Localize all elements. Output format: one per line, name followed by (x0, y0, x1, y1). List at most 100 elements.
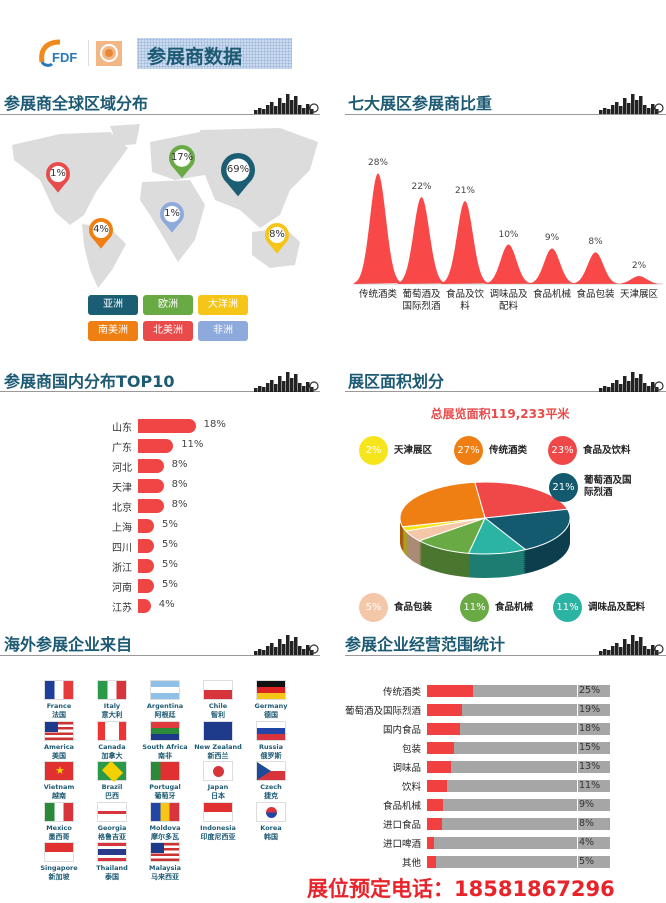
pie-slice-label: 天津展区 (394, 445, 433, 456)
pie-slice-label: 传统酒类 (489, 445, 528, 456)
country-flag-item: Germany 德国 (246, 680, 296, 720)
province-value: 11% (181, 439, 204, 450)
province-label: 江苏 (112, 603, 132, 614)
flag-icon (97, 720, 127, 741)
legend-item: 北美洲 (143, 321, 193, 341)
province-bar (138, 539, 154, 553)
country-name-en: Brazil (101, 783, 123, 791)
bell-category-label: 食品包装 (576, 289, 615, 300)
divider (345, 655, 666, 656)
flag-canton (45, 721, 58, 732)
scope-bar-fill (427, 685, 473, 697)
scope-label: 进口食品 (382, 820, 421, 831)
pie-percent-badge: 5% (359, 593, 388, 622)
pie-percent-badge: 27% (454, 436, 483, 465)
pie-percent-badge: 11% (553, 593, 582, 622)
flag-icon (203, 680, 233, 700)
country-name-en: Italy (103, 702, 121, 710)
province-value: 4% (158, 599, 175, 610)
flag-emblem (101, 760, 124, 783)
greenland-shape (110, 124, 140, 146)
country-flag-item: Malaysia 马来西亚 (140, 842, 190, 882)
country-name-zh: 捷克 (264, 792, 278, 800)
scope-bar-track (427, 780, 577, 792)
country-name-en: Thailand (96, 864, 128, 872)
scope-bar-fill (427, 761, 451, 773)
province-label: 山东 (112, 423, 132, 434)
flag-emblem (266, 806, 277, 818)
country-name-en: Portugal (149, 783, 181, 791)
country-name-zh: 葡萄牙 (154, 792, 176, 800)
scope-bar-track (427, 799, 577, 811)
country-name-en: Moldova (149, 823, 181, 832)
scope-label: 调味品 (392, 763, 421, 774)
province-value: 5% (162, 559, 178, 570)
province-bar (138, 579, 154, 593)
scope-label: 包装 (401, 744, 421, 755)
country-name-zh: 法国 (52, 711, 66, 719)
pie-slice (483, 508, 571, 551)
country-name-zh: 阿根廷 (154, 711, 176, 719)
scope-bar-fill (427, 723, 460, 735)
country-flag-item: Indonesia 印度尼西亚 (193, 801, 243, 842)
country-name-zh: 巴西 (105, 792, 119, 800)
scope-bar-fill (427, 742, 455, 754)
section-title-domestic: 参展商国内分布TOP10 (4, 372, 175, 391)
country-flag-item: Korea 韩国 (246, 801, 296, 842)
country-name-en: Argentina (146, 702, 184, 710)
province-bar (138, 439, 174, 453)
scope-bar-fill (427, 704, 462, 716)
divider (345, 391, 666, 392)
map-pin-value: 1% (164, 208, 180, 219)
province-bar (138, 479, 164, 493)
country-name-zh: 新加坡 (48, 873, 70, 881)
country-flag-item: America 美国 (34, 720, 84, 761)
scope-label: 葡萄酒及国际烈酒 (344, 706, 421, 717)
country-name-zh: 马来西亚 (151, 873, 179, 881)
country-flag-item: Argentina 阿根廷 (140, 680, 190, 720)
pie-slice-label: 葡萄酒及国际烈酒 (584, 475, 632, 498)
bell-mark (615, 276, 663, 284)
scope-label: 进口啤酒 (382, 839, 421, 850)
country-name-zh: 新西兰 (207, 751, 229, 760)
map-pin-icon (46, 162, 70, 193)
bell-category-label: 调味品及配料 (489, 289, 528, 312)
section-title-area: 展区面积划分 (348, 372, 445, 391)
legend-item: 亚洲 (88, 295, 138, 315)
scope-bar-track (427, 742, 577, 754)
province-value: 8% (171, 459, 188, 470)
province-label: 上海 (112, 523, 132, 534)
flag-icon (150, 680, 180, 700)
flag-icon (97, 760, 127, 783)
country-name-zh: 俄罗斯 (260, 751, 282, 760)
country-name-zh: 印度尼西亚 (200, 832, 236, 841)
country-name-en: South Africa (142, 742, 188, 751)
country-name-zh: 美国 (52, 751, 66, 760)
flag-emblem: ★ (55, 764, 65, 777)
scope-label: 饮料 (401, 782, 421, 793)
pie-percent-badge: 11% (460, 593, 489, 622)
province-label: 北京 (112, 503, 132, 514)
scope-value: 13% (578, 761, 610, 773)
map-pin-value: 17% (170, 152, 194, 163)
province-bar (138, 459, 164, 473)
bell-value-label: 10% (498, 229, 519, 240)
scope-value: 11% (578, 780, 610, 792)
country-name-en: Georgia (97, 823, 127, 832)
map-pin-value: 8% (269, 229, 285, 240)
skyline-icon (254, 635, 319, 655)
province-label: 四川 (112, 543, 132, 554)
scope-bar-track (427, 723, 577, 735)
scope-bar-track (427, 837, 577, 849)
bell-mark (441, 201, 489, 284)
province-label: 广东 (112, 443, 132, 454)
expo-emblem-icon (96, 41, 122, 66)
flag-icon (150, 720, 180, 741)
country-name-en: Canada (98, 742, 126, 751)
country-flag-item: ★ Vietnam 越南 (34, 761, 84, 801)
pie-slice-label: 食品及饮料 (583, 445, 631, 456)
country-name-zh: 德国 (264, 711, 278, 719)
country-name-en: Malaysia (149, 864, 181, 872)
bell-category-label: 葡萄酒及国际烈酒 (402, 289, 441, 312)
map-pin-icon (265, 223, 289, 254)
